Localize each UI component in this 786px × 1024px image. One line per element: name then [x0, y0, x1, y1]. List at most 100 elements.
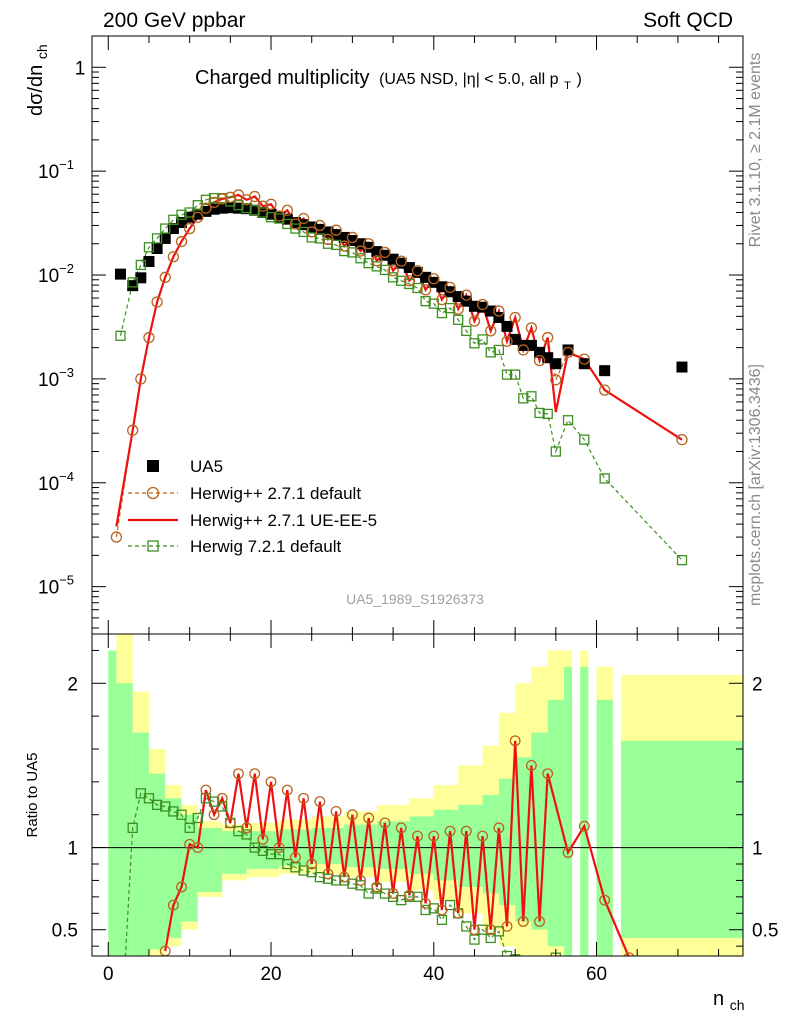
ratio-herwig271-point: [265, 776, 277, 788]
ratio-herwig721-point: [241, 829, 252, 840]
y-tick-base: 10: [38, 578, 59, 599]
y-tick-exponent: −4: [59, 469, 74, 484]
x-axis-label: n ch: [713, 988, 744, 1013]
ratio-herwig271-point: [460, 825, 472, 837]
ratio-herwig721-point: [428, 903, 439, 914]
herwig721-point: [151, 233, 163, 244]
ua5-data-point: [257, 206, 269, 218]
ratio-herwig271-point: [306, 858, 318, 870]
ua5-data-point: [420, 271, 432, 283]
herwig271-point: [525, 322, 538, 334]
ratio-band-inner: [108, 650, 117, 956]
ratio-herwig271-point: [477, 830, 489, 842]
plot-title-main: Charged multiplicity: [195, 67, 370, 89]
herwig721-point: [550, 446, 561, 457]
ratio-band-inner: [531, 732, 548, 930]
y-tick-base: 1: [75, 58, 86, 79]
ratio-band-inner: [132, 732, 149, 956]
ratio-herwig721-point: [168, 806, 179, 817]
herwig721-point: [322, 238, 334, 249]
herwig271-point: [200, 202, 212, 214]
ratio-herwig271-point: [330, 805, 342, 817]
herwig721-point: [208, 192, 220, 204]
ratio-herwig271-point: [192, 842, 204, 854]
ratio-herwig721-point: [339, 875, 350, 886]
ratio-y-tick-label: 1: [67, 839, 78, 860]
ratio-herwig271-point: [208, 809, 220, 821]
ratio-herwig271-point: [346, 809, 358, 821]
herwig271-point: [599, 384, 611, 396]
ratio-herwig721-point: [176, 809, 187, 820]
ratio-herwig271-point: [387, 888, 399, 900]
legend: UA5 Herwig++ 2.7.1 default Herwig++ 2.7.1 …: [128, 457, 377, 556]
ratio-herwig271-point: [371, 881, 383, 893]
herwig721-point: [339, 245, 350, 257]
x-axis-label-text: n: [713, 988, 724, 1010]
ratio-band-inner: [596, 699, 613, 956]
ratio-herwig271-point: [578, 820, 590, 832]
herwig721-point: [461, 325, 472, 337]
herwig271-point: [493, 305, 505, 317]
ratio-axis-ticks: 0.5 0.5 1 1 2 2: [52, 649, 778, 947]
ratio-herwig271-point: [444, 825, 456, 837]
ua5-data-point: [599, 365, 611, 377]
herwig271-point: [411, 265, 424, 277]
ua5-data-point: [534, 346, 546, 358]
y-axis-label-text: dσ/dn: [25, 65, 47, 116]
legend-label: Herwig++ 2.7.1 default: [190, 484, 361, 503]
herwig271-point: [371, 255, 383, 267]
legend-label: Herwig++ 2.7.1 UE-EE-5: [190, 511, 377, 530]
ratio-herwig271-point: [623, 952, 635, 956]
ratio-band-inner: [222, 831, 247, 874]
ratio-herwig271-point: [403, 889, 415, 901]
y-axis-label: dσ/dn ch: [25, 44, 50, 116]
y-tick-exponent: −3: [59, 365, 74, 380]
herwig271-point: [314, 219, 326, 232]
herwig271-point: [476, 298, 489, 311]
herwig721-point: [115, 330, 126, 341]
herwig721-point: [509, 369, 521, 380]
herwig271-point: [517, 344, 529, 356]
ratio-herwig721-point: [200, 793, 212, 804]
herwig721-point: [518, 393, 529, 404]
herwig721-point: [396, 275, 407, 286]
herwig721-point: [127, 277, 138, 288]
y-tick-label: 10−4: [38, 469, 74, 495]
herwig721-point: [562, 415, 574, 426]
plot-title: Charged multiplicity (UA5 NSD, |η| < 5.0…: [195, 67, 582, 94]
ua5-data-point: [477, 301, 489, 313]
ua5-data-point: [167, 223, 179, 235]
herwig721-point: [371, 261, 382, 272]
ratio-herwig271-point: [599, 894, 611, 906]
herwig271-point: [232, 189, 245, 201]
ua5-data-point: [200, 205, 212, 217]
ua5-data-point: [232, 202, 244, 214]
ua5-data-point: [355, 238, 367, 250]
ratio-herwig271-point: [395, 822, 407, 834]
ratio-y-tick-label-right: 1: [752, 839, 763, 860]
ua5-data-point: [265, 208, 277, 220]
herwig721-point: [420, 296, 431, 307]
ratio-herwig271-point: [525, 759, 537, 771]
herwig271-point: [501, 335, 513, 347]
ua5-data-point: [241, 203, 253, 215]
y-tick-base: 10: [38, 266, 59, 287]
ratio-herwig721-point: [257, 845, 269, 857]
ratio-band-inner: [181, 814, 198, 922]
herwig271-point: [183, 222, 196, 235]
ua5-data-point: [403, 262, 415, 274]
ua5-data-point: [135, 272, 147, 284]
ratio-herwig271-point: [436, 904, 448, 916]
herwig271-point: [127, 424, 139, 436]
herwig271-point: [676, 434, 688, 446]
ratio-herwig271-point: [176, 881, 187, 893]
herwig271-point: [297, 212, 310, 225]
ua5-data-point: [428, 276, 440, 288]
ua5-data-point: [395, 257, 407, 269]
ratio-herwig721-point: [436, 914, 448, 926]
ua5-data-point: [208, 203, 220, 215]
ratio-herwig271-point: [200, 784, 212, 796]
herwig271-point: [306, 226, 318, 238]
ratio-herwig271-point: [379, 817, 391, 829]
plot-title-cut-sub: T: [564, 80, 571, 92]
